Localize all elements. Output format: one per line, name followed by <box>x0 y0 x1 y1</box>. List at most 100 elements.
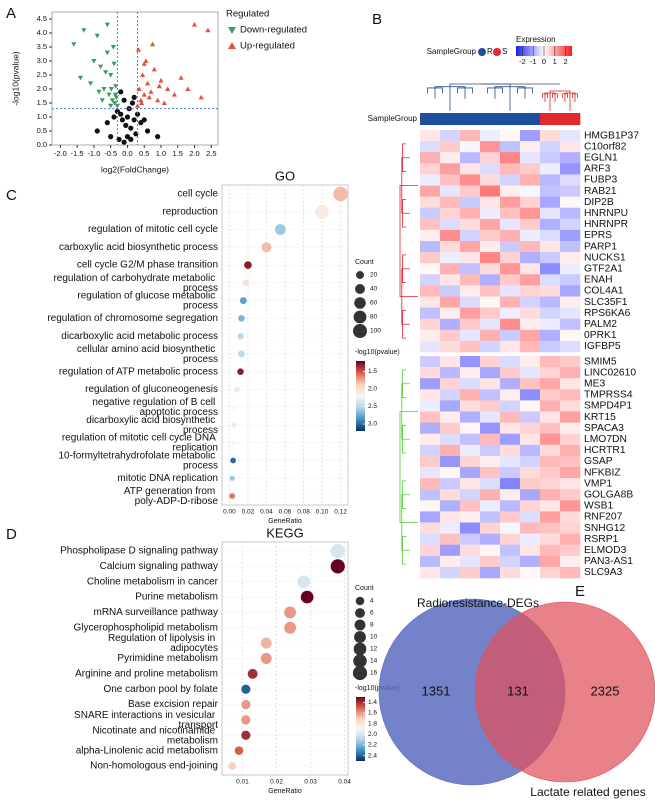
y-tick-label: Arginine and proline metabolism <box>75 668 218 679</box>
heatmap-cell <box>440 241 461 253</box>
colorbar-tick-label: -1 <box>530 57 537 66</box>
heatmap-cell <box>560 389 581 401</box>
heatmap-cell <box>420 500 441 512</box>
heatmap-cell <box>520 318 541 331</box>
heatmap-cell <box>520 489 541 501</box>
heatmap-cell <box>560 285 581 297</box>
group-bar <box>500 113 521 125</box>
heatmap-cell <box>420 433 441 446</box>
x-tick-label: 0.0 <box>122 149 132 158</box>
size-legend-label: 16 <box>370 670 378 677</box>
heatmap-cell <box>500 422 521 434</box>
row-label: C10orf82 <box>584 141 627 152</box>
heatmap-cell <box>520 533 541 545</box>
heatmap-cell <box>520 196 541 208</box>
colorbar-tick-label: 1 <box>553 57 557 66</box>
heatmap-cell <box>420 229 441 242</box>
heatmap-cell <box>560 367 581 379</box>
heatmap-cell <box>460 130 481 142</box>
x-tick-label: -1.0 <box>87 149 100 158</box>
dendrogram <box>572 93 578 98</box>
heatmap-cell <box>440 478 461 490</box>
heatmap-cell <box>460 252 481 264</box>
heatmap-cell <box>560 444 581 457</box>
dendrogram <box>401 268 410 325</box>
row-label: PALM2 <box>584 319 617 330</box>
heatmap-cell <box>420 307 441 319</box>
y-tick-label: cell cycle G2/M phase transition <box>77 260 218 271</box>
heatmap-cell <box>520 378 541 390</box>
point <box>148 89 154 94</box>
point <box>141 92 147 97</box>
colorbar-tick-label: -2 <box>519 57 526 66</box>
heatmap-cell <box>520 274 541 286</box>
heatmap-cell <box>520 329 541 342</box>
point <box>99 98 105 103</box>
panel-label: B <box>372 11 382 28</box>
heatmap-cell <box>560 318 581 331</box>
heatmap-cell <box>480 174 501 186</box>
colorbar <box>356 361 365 431</box>
colorbar-tick-label: 2 <box>563 57 567 66</box>
heatmap-cell <box>460 411 481 423</box>
y-tick-label: mRNA surveillance pathway <box>94 607 219 618</box>
heatmap-cell <box>460 141 481 153</box>
heatmap-cell <box>460 467 481 479</box>
heatmap-cell <box>500 356 521 368</box>
y-tick-label: One carbon pool by folate <box>103 684 218 695</box>
y-tick-label: 3.0 <box>37 56 47 65</box>
heatmap-cell <box>440 444 461 457</box>
heatmap-cell <box>480 555 501 568</box>
point <box>165 86 171 91</box>
heatmap-cell <box>460 241 481 253</box>
heatmap-cell <box>480 433 501 446</box>
colorbar-tick-label: 1.5 <box>368 368 377 375</box>
dendrogram <box>402 480 407 510</box>
heatmap-cell <box>440 274 461 286</box>
heatmap-cell <box>520 241 541 253</box>
heatmap-cell <box>540 241 561 253</box>
point <box>171 92 178 97</box>
heatmap-cell <box>480 411 501 423</box>
heatmap-cell <box>480 152 501 164</box>
y-tick-label: alpha-Linolenic acid metabolism <box>76 745 218 756</box>
y-tick-label: regulation of chromosome segregation <box>47 313 218 324</box>
x-tick-label: -2.0 <box>54 149 67 158</box>
size-legend-marker <box>353 310 367 324</box>
point <box>158 78 164 83</box>
label-line: cellular amino acid biosynthetic <box>77 344 218 355</box>
row-label: RNF207 <box>584 512 623 523</box>
row-label: PARP1 <box>584 241 617 252</box>
dendrogram <box>434 86 466 99</box>
group-legend-label: R <box>487 47 493 56</box>
heatmap-cell <box>500 229 521 242</box>
colorbar-tick-label: 1.4 <box>368 699 377 706</box>
heatmap-cell <box>420 263 441 275</box>
label-line: Nicotinate and nicotinamide <box>92 725 218 736</box>
heatmap-cell <box>560 340 581 353</box>
dendrogram <box>427 87 443 94</box>
heatmap-cell <box>420 141 441 153</box>
heatmap-cell <box>480 307 501 319</box>
point <box>77 75 84 81</box>
bubble <box>230 440 236 446</box>
legend-marker <box>228 27 236 34</box>
heatmap-cell <box>480 478 501 490</box>
heatmap-cell <box>500 566 521 579</box>
row-label: SLC9A3 <box>584 567 623 578</box>
size-legend-marker <box>356 271 364 279</box>
heatmap-cell <box>460 433 481 446</box>
heatmap-cell <box>520 389 541 401</box>
heatmap-cell <box>560 263 581 275</box>
point <box>128 136 134 142</box>
heatmap-cell <box>440 207 461 220</box>
heatmap-cell <box>540 478 561 490</box>
heatmap-cell <box>520 130 541 142</box>
point <box>185 86 191 91</box>
heatmap-cell <box>420 218 441 231</box>
panel-label: D <box>6 526 17 543</box>
y-tick-label: Nicotinate and nicotinamide metabolism <box>92 725 218 746</box>
bubble <box>315 204 330 219</box>
heatmap-cell <box>480 229 501 242</box>
row-label: GOLGA8B <box>584 489 633 500</box>
